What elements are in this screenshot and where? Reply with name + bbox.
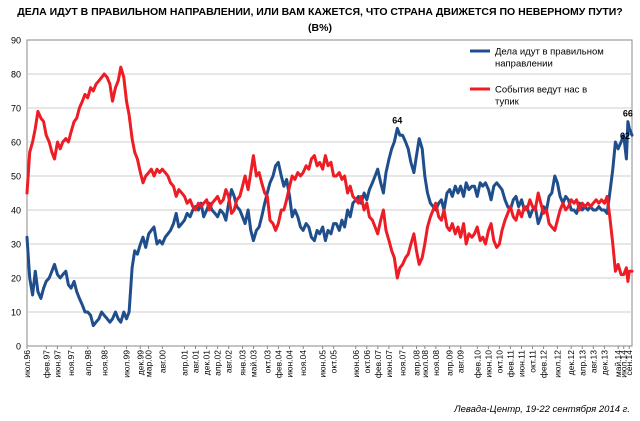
x-tick-label: апр.98: [83, 350, 93, 376]
source-note: Левада-Центр, 19-22 сентября 2014 г.: [454, 404, 630, 415]
x-tick-label: авг.09: [456, 350, 466, 373]
x-tick-label: фев.11: [505, 350, 515, 378]
legend-label: Дела идут в правильном направлении: [495, 47, 604, 70]
y-tick-label: 30: [11, 240, 21, 250]
x-tick-label: июл.96: [22, 350, 32, 378]
x-tick-label: фев.07: [373, 350, 383, 378]
series-line-right-direction: [25, 120, 634, 328]
x-tick-label: июн.97: [52, 350, 62, 378]
x-tick-label: дек.99: [135, 350, 145, 375]
x-tick-label: ноя.07: [398, 350, 408, 376]
data-label: 64: [392, 115, 402, 125]
y-tick-label: 70: [11, 104, 21, 114]
x-tick-label: июл.12: [552, 350, 562, 378]
y-tick-label: 80: [11, 70, 21, 80]
x-tick-label: окт.03: [262, 350, 272, 374]
x-tick-label: июл.08: [420, 350, 430, 378]
x-tick-label: окт.05: [329, 350, 339, 374]
x-tick-label: июн.06: [351, 350, 361, 378]
x-tick-label: дек.13: [599, 350, 609, 375]
x-tick-label: апр.08: [412, 350, 422, 376]
y-tick-label: 20: [11, 274, 21, 284]
x-tick-label: апр.09: [445, 350, 455, 376]
x-tick-label: ноя.04: [298, 350, 308, 376]
x-tick-label: май.03: [249, 350, 259, 377]
legend-label: События ведут нас в тупик: [495, 85, 587, 108]
x-tick-label: мар.00: [144, 350, 154, 377]
x-tick-label: май.14: [613, 350, 623, 377]
x-tick-label: янв.03: [237, 350, 247, 376]
x-tick-label: дек.12: [566, 350, 576, 375]
x-tick-label: июн.11: [517, 350, 527, 377]
y-tick-label: 0: [16, 342, 21, 352]
x-tick-label: апр.13: [577, 350, 587, 376]
x-tick-label: июл.99: [121, 350, 131, 378]
x-tick-label: июн.10: [483, 350, 493, 378]
x-tick-label: сен.14: [624, 350, 634, 376]
x-tick-label: ноя.97: [66, 350, 76, 376]
x-tick-label: июн.05: [318, 350, 328, 378]
data-label: 62: [620, 131, 630, 141]
x-tick-label: фев.10: [472, 350, 482, 378]
x-tick-label: авг.02: [224, 350, 234, 373]
x-tick-label: окт.10: [494, 350, 504, 374]
x-tick-label: окт.11: [528, 350, 538, 373]
x-tick-label: ноя.98: [99, 350, 109, 376]
x-tick-label: окт.06: [362, 350, 372, 374]
x-tick-label: апр.02: [213, 350, 223, 376]
x-tick-label: июн.04: [284, 350, 294, 378]
x-tick-label: июн.07: [384, 350, 394, 378]
x-tick-label: дек.01: [202, 350, 212, 375]
y-tick-label: 50: [11, 172, 21, 182]
x-tick-label: фев.97: [41, 350, 51, 378]
x-tick-label: авг.00: [157, 350, 167, 373]
y-tick-label: 40: [11, 206, 21, 216]
x-tick-label: фев.12: [539, 350, 549, 378]
chart-title: ДЕЛА ИДУТ В ПРАВИЛЬНОМ НАПРАВЛЕНИИ, ИЛИ …: [17, 6, 623, 18]
x-tick-label: апр.01: [179, 350, 189, 376]
x-tick-label: фев.04: [273, 350, 283, 378]
chart-subtitle: (В%): [308, 22, 332, 34]
series-line-dead-end: [25, 65, 634, 283]
y-tick-label: 60: [11, 138, 21, 148]
x-tick-label: ноя.08: [431, 350, 441, 376]
y-tick-label: 10: [11, 308, 21, 318]
x-tick-label: авг.01: [191, 350, 201, 373]
y-tick-label: 90: [11, 36, 21, 46]
x-tick-label: июл.14: [619, 350, 629, 378]
x-tick-label: авг.13: [588, 350, 598, 373]
data-label: 66: [623, 109, 633, 119]
